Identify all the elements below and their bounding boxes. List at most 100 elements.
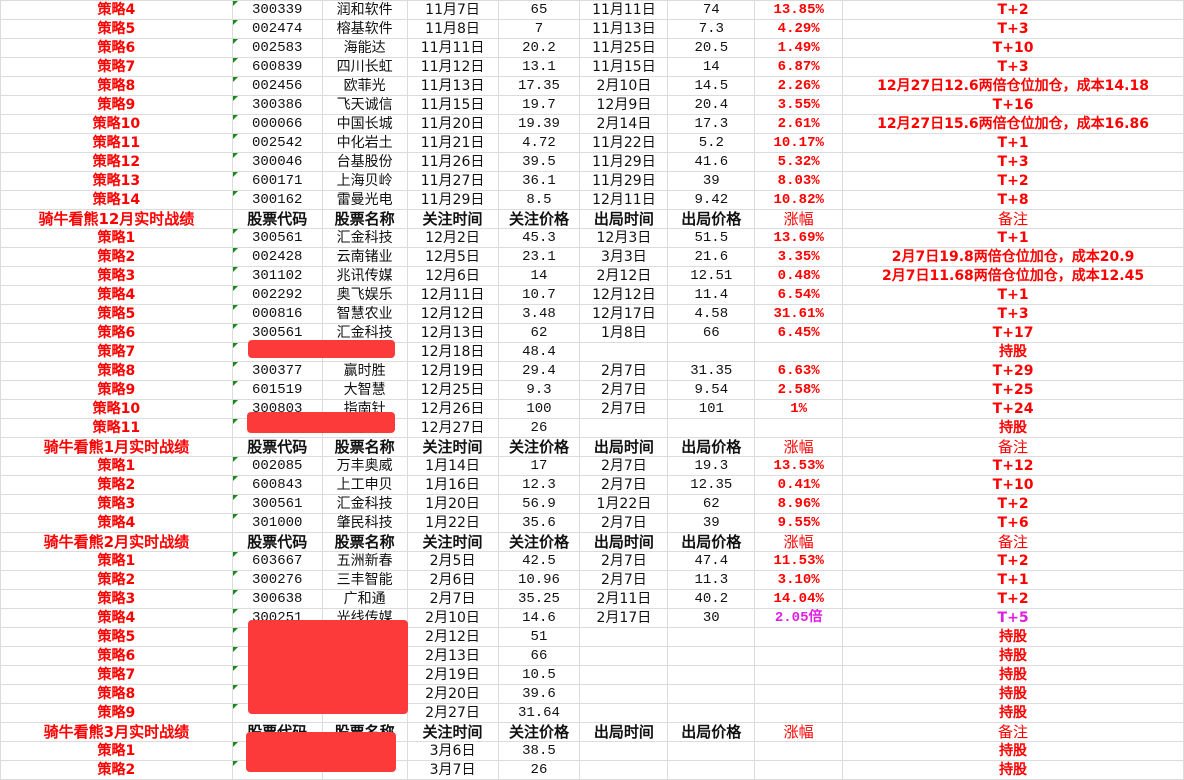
cell-code[interactable]: 300162 xyxy=(231,190,323,210)
column-header-code[interactable]: 股票代码 xyxy=(231,532,323,552)
cell-exit-price[interactable] xyxy=(667,684,756,704)
cell-note[interactable]: 持股 xyxy=(842,418,1184,438)
cell-name[interactable]: 兆讯传媒 xyxy=(321,266,408,286)
cell-exit-date[interactable]: 11月29日 xyxy=(579,152,669,172)
cell-exit-price[interactable]: 74 xyxy=(667,0,756,20)
cell-strategy[interactable]: 策略5 xyxy=(0,19,233,39)
cell-gain[interactable] xyxy=(754,646,844,666)
cell-exit-date[interactable] xyxy=(579,760,669,780)
column-header-exit-price[interactable]: 出局价格 xyxy=(667,532,756,552)
cell-note[interactable]: T+1 xyxy=(842,228,1184,248)
column-header-gain[interactable]: 涨幅 xyxy=(754,437,844,457)
cell-watch-date[interactable]: 2月27日 xyxy=(406,703,499,723)
cell-exit-date[interactable] xyxy=(579,646,669,666)
cell-exit-date[interactable]: 2月7日 xyxy=(579,551,669,571)
cell-exit-price[interactable]: 62 xyxy=(667,494,756,514)
cell-strategy[interactable]: 策略2 xyxy=(0,247,233,267)
cell-gain[interactable]: 3.10% xyxy=(754,570,844,590)
cell-watch-date[interactable]: 1月20日 xyxy=(406,494,499,514)
cell-watch-price[interactable]: 10.7 xyxy=(497,285,581,305)
cell-code[interactable]: 002583 xyxy=(231,38,323,58)
cell-watch-price[interactable]: 39.6 xyxy=(497,684,581,704)
cell-name[interactable]: 汇金科技 xyxy=(321,494,408,514)
cell-gain[interactable] xyxy=(754,760,844,780)
cell-watch-price[interactable]: 14.6 xyxy=(497,608,581,628)
cell-exit-date[interactable]: 12月11日 xyxy=(579,190,669,210)
cell-exit-date[interactable]: 2月7日 xyxy=(579,513,669,533)
cell-gain[interactable] xyxy=(754,703,844,723)
column-header-gain[interactable]: 涨幅 xyxy=(754,532,844,552)
cell-exit-date[interactable] xyxy=(579,665,669,685)
cell-gain[interactable] xyxy=(754,342,844,362)
cell-exit-price[interactable]: 41.6 xyxy=(667,152,756,172)
cell-name[interactable]: 雷曼光电 xyxy=(321,190,408,210)
cell-code[interactable]: 300046 xyxy=(231,152,323,172)
cell-exit-price[interactable]: 20.5 xyxy=(667,38,756,58)
cell-strategy[interactable]: 策略4 xyxy=(0,608,233,628)
cell-gain[interactable]: 2.61% xyxy=(754,114,844,134)
cell-exit-price[interactable] xyxy=(667,646,756,666)
cell-exit-price[interactable]: 66 xyxy=(667,323,756,343)
cell-code[interactable]: 002085 xyxy=(231,456,323,476)
cell-gain[interactable]: 3.55% xyxy=(754,95,844,115)
cell-watch-date[interactable]: 12月27日 xyxy=(406,418,499,438)
cell-exit-price[interactable]: 4.58 xyxy=(667,304,756,324)
cell-code[interactable]: 002456 xyxy=(231,76,323,96)
cell-exit-date[interactable]: 2月7日 xyxy=(579,399,669,419)
cell-exit-price[interactable]: 11.3 xyxy=(667,570,756,590)
cell-name[interactable]: 欧菲光 xyxy=(321,76,408,96)
cell-exit-date[interactable]: 11月29日 xyxy=(579,171,669,191)
cell-watch-price[interactable]: 10.5 xyxy=(497,665,581,685)
cell-watch-date[interactable]: 11月8日 xyxy=(406,19,499,39)
cell-code[interactable]: 301000 xyxy=(231,513,323,533)
cell-name[interactable]: 云南锗业 xyxy=(321,247,408,267)
cell-exit-price[interactable]: 11.4 xyxy=(667,285,756,305)
cell-name[interactable]: 海能达 xyxy=(321,38,408,58)
cell-exit-date[interactable]: 2月17日 xyxy=(579,608,669,628)
cell-name[interactable]: 汇金科技 xyxy=(321,323,408,343)
cell-watch-date[interactable]: 11月15日 xyxy=(406,95,499,115)
cell-watch-date[interactable]: 1月14日 xyxy=(406,456,499,476)
cell-gain[interactable] xyxy=(754,627,844,647)
cell-exit-date[interactable]: 12月17日 xyxy=(579,304,669,324)
cell-strategy[interactable]: 策略2 xyxy=(0,760,233,780)
cell-strategy[interactable]: 策略12 xyxy=(0,152,233,172)
cell-name[interactable]: 飞天诚信 xyxy=(321,95,408,115)
cell-strategy[interactable]: 策略8 xyxy=(0,76,233,96)
cell-gain[interactable]: 10.17% xyxy=(754,133,844,153)
cell-watch-price[interactable]: 10.96 xyxy=(497,570,581,590)
cell-exit-price[interactable]: 14.5 xyxy=(667,76,756,96)
cell-gain[interactable]: 14.04% xyxy=(754,589,844,609)
cell-exit-price[interactable]: 39 xyxy=(667,171,756,191)
cell-code[interactable]: 601519 xyxy=(231,380,323,400)
cell-exit-date[interactable]: 2月7日 xyxy=(579,456,669,476)
cell-name[interactable]: 榕基软件 xyxy=(321,19,408,39)
cell-exit-price[interactable]: 30 xyxy=(667,608,756,628)
column-header-watch-price[interactable]: 关注价格 xyxy=(497,722,581,742)
cell-watch-date[interactable]: 12月6日 xyxy=(406,266,499,286)
cell-code[interactable]: 002542 xyxy=(231,133,323,153)
cell-exit-date[interactable] xyxy=(579,741,669,761)
cell-strategy[interactable]: 策略9 xyxy=(0,95,233,115)
cell-exit-date[interactable]: 2月10日 xyxy=(579,76,669,96)
column-header-watch-date[interactable]: 关注时间 xyxy=(406,437,499,457)
section-title[interactable]: 骑牛看熊1月实时战绩 xyxy=(0,437,233,457)
cell-watch-price[interactable]: 100 xyxy=(497,399,581,419)
cell-exit-date[interactable]: 2月7日 xyxy=(579,380,669,400)
column-header-name[interactable]: 股票名称 xyxy=(321,437,408,457)
cell-strategy[interactable]: 策略1 xyxy=(0,228,233,248)
cell-exit-price[interactable]: 9.54 xyxy=(667,380,756,400)
cell-watch-price[interactable]: 19.7 xyxy=(497,95,581,115)
column-header-watch-date[interactable]: 关注时间 xyxy=(406,532,499,552)
cell-exit-date[interactable]: 11月22日 xyxy=(579,133,669,153)
cell-exit-date[interactable]: 2月14日 xyxy=(579,114,669,134)
column-header-watch-price[interactable]: 关注价格 xyxy=(497,532,581,552)
cell-exit-price[interactable] xyxy=(667,627,756,647)
cell-gain[interactable] xyxy=(754,741,844,761)
cell-watch-date[interactable]: 2月13日 xyxy=(406,646,499,666)
cell-exit-date[interactable]: 11月25日 xyxy=(579,38,669,58)
cell-note[interactable]: T+3 xyxy=(842,152,1184,172)
cell-code[interactable]: 300377 xyxy=(231,361,323,381)
cell-code[interactable]: 300386 xyxy=(231,95,323,115)
column-header-watch-date[interactable]: 关注时间 xyxy=(406,209,499,229)
